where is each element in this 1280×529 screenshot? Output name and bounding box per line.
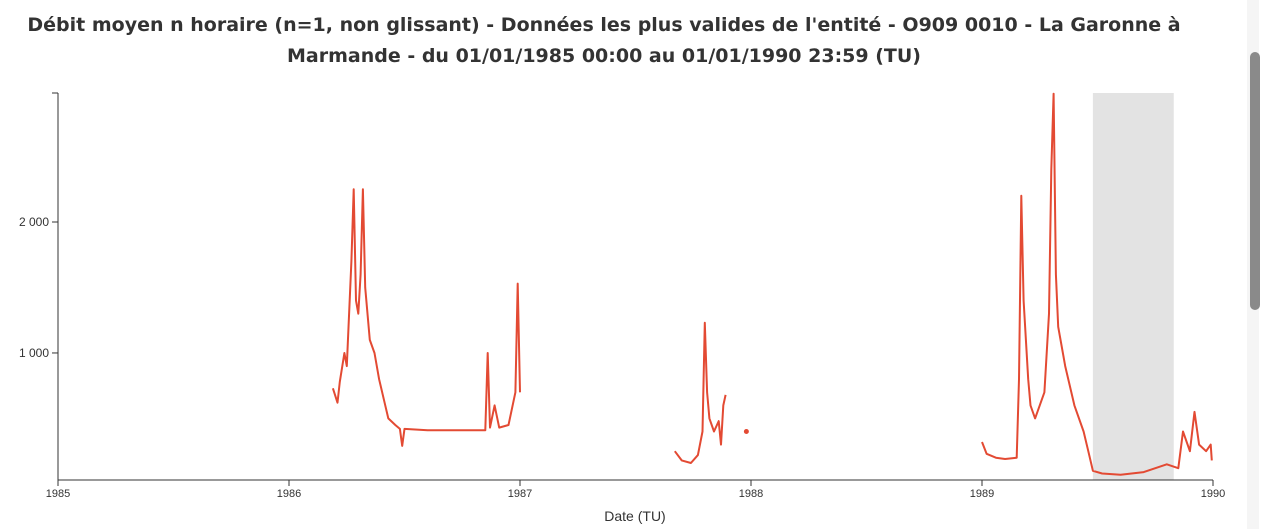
scrollbar-thumb[interactable]	[1250, 52, 1260, 310]
x-tick-label: 1990	[1201, 488, 1225, 500]
x-tick-label: 1985	[46, 488, 70, 500]
y-tick-label: 2 000	[19, 215, 49, 229]
x-tick-label: 1987	[508, 488, 532, 500]
point	[743, 429, 749, 435]
x-tick-label: 1989	[970, 488, 994, 500]
data-line	[331, 92, 1213, 476]
x-tick-label: 1988	[739, 488, 763, 500]
chart: Date (TU) 1 000 2 000 1985 1986 1987 1988 1989…	[19, 92, 1225, 524]
x-tick-label: 1986	[277, 488, 301, 500]
shaded-range	[1092, 93, 1174, 480]
x-axis-label: Date (TU)	[604, 508, 665, 524]
y-tick-label: 1 000	[19, 346, 49, 360]
chart-title: Débit moyen n horaire (n=1, non glissant…	[27, 14, 1181, 67]
